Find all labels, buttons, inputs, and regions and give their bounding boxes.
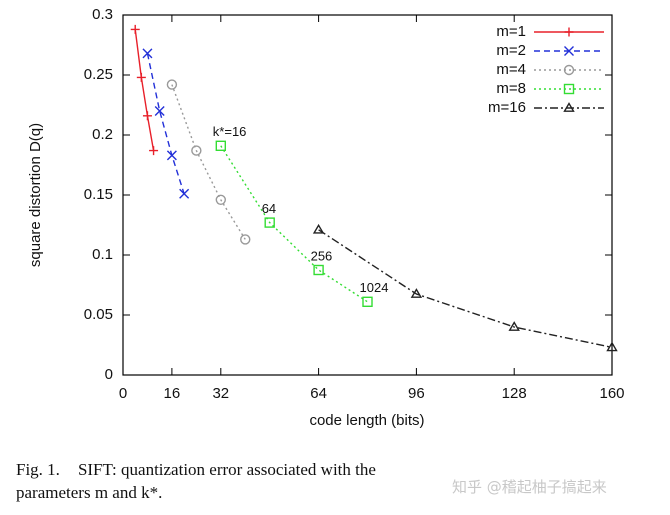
legend-label: m=1	[496, 23, 526, 40]
x-tick-label: 96	[408, 385, 425, 402]
marker	[264, 217, 275, 228]
marker	[154, 106, 165, 116]
marker	[166, 79, 178, 90]
y-axis-label: square distortion D(q)	[27, 123, 44, 267]
y-tick-label: 0.25	[84, 66, 113, 83]
legend-label: m=4	[496, 61, 526, 78]
y-tick-label: 0.3	[92, 6, 113, 23]
x-tick-label: 64	[310, 385, 327, 402]
y-tick-label: 0.2	[92, 126, 113, 143]
y-tick-label: 0.05	[84, 306, 113, 323]
marker	[136, 72, 146, 82]
x-tick-label: 128	[502, 385, 527, 402]
marker	[215, 140, 227, 152]
chart: code length (bits) square distortion D(q…	[27, 6, 625, 429]
marker	[215, 194, 227, 206]
marker	[563, 83, 575, 95]
annotation: 64	[262, 201, 276, 216]
marker	[166, 150, 177, 161]
marker	[142, 111, 152, 121]
marker	[313, 264, 324, 276]
x-tick-label: 160	[599, 385, 624, 402]
marker	[564, 46, 574, 56]
marker	[563, 102, 575, 112]
marker	[410, 288, 423, 298]
watermark: 知乎 @稽起柚子搞起来	[452, 478, 607, 496]
series-line	[171, 84, 246, 240]
marker	[362, 296, 373, 307]
marker	[149, 146, 159, 156]
series-line	[220, 145, 368, 303]
marker	[564, 27, 574, 37]
plot-frame	[122, 14, 613, 376]
caption-text: SIFT: quantization error associated with…	[16, 460, 376, 502]
marker	[240, 234, 251, 245]
marker	[191, 145, 202, 156]
legend-label: m=2	[496, 42, 526, 59]
series-line	[146, 53, 185, 195]
marker	[312, 223, 325, 234]
series-line	[134, 29, 155, 151]
annotation: 256	[311, 248, 333, 263]
x-axis-label: code length (bits)	[309, 412, 424, 429]
marker	[179, 188, 190, 199]
x-tick-label: 32	[212, 385, 229, 402]
marker	[130, 24, 140, 34]
y-tick-label: 0	[105, 366, 113, 383]
legend-label: m=16	[488, 99, 526, 116]
annotation: k*=16	[213, 124, 247, 139]
caption: Fig. 1. SIFT: quantization error associat…	[16, 458, 446, 504]
marker	[606, 341, 618, 352]
y-tick-label: 0.1	[92, 246, 113, 263]
annotation: 1024	[360, 280, 389, 295]
marker	[563, 64, 575, 76]
caption-label: Fig. 1.	[16, 460, 60, 479]
x-tick-label: 16	[164, 385, 181, 402]
x-tick-label: 0	[119, 385, 127, 402]
marker	[508, 321, 520, 331]
legend-label: m=8	[496, 80, 526, 97]
marker	[142, 48, 153, 59]
y-tick-label: 0.15	[84, 186, 113, 203]
